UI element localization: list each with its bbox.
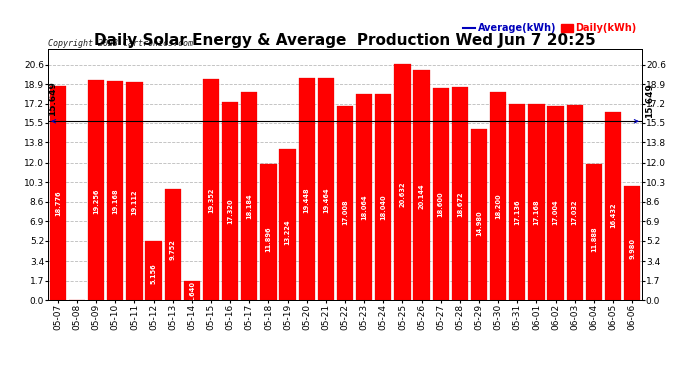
Bar	[146, 241, 161, 300]
Bar	[452, 87, 468, 300]
Text: 19.448: 19.448	[304, 187, 310, 213]
Text: 1.640: 1.640	[189, 281, 195, 302]
Text: 18.184: 18.184	[246, 194, 253, 219]
Legend: Average(kWh), Daily(kWh): Average(kWh), Daily(kWh)	[463, 24, 637, 33]
Text: 18.672: 18.672	[457, 191, 463, 217]
Bar	[471, 129, 487, 300]
Text: 18.600: 18.600	[437, 192, 444, 217]
Bar	[394, 64, 411, 300]
Bar	[509, 104, 525, 300]
Bar	[126, 82, 143, 300]
Bar	[50, 86, 66, 300]
Text: 5.156: 5.156	[150, 263, 157, 284]
Bar	[222, 102, 238, 300]
Bar	[88, 80, 104, 300]
Bar	[107, 81, 124, 300]
Text: 17.136: 17.136	[514, 199, 520, 225]
Text: 19.168: 19.168	[112, 189, 118, 214]
Bar	[184, 281, 200, 300]
Text: 13.224: 13.224	[284, 219, 290, 245]
Text: 9.980: 9.980	[629, 238, 635, 259]
Text: 19.256: 19.256	[93, 188, 99, 214]
Bar	[605, 112, 621, 300]
Bar	[260, 164, 277, 300]
Text: 19.352: 19.352	[208, 188, 214, 213]
Bar	[566, 105, 583, 300]
Text: 11.896: 11.896	[266, 226, 271, 252]
Text: 0.016: 0.016	[74, 275, 80, 296]
Text: 15.649: 15.649	[48, 81, 57, 116]
Bar	[547, 106, 564, 300]
Bar	[337, 106, 353, 300]
Text: 17.168: 17.168	[533, 199, 540, 225]
Bar	[586, 164, 602, 300]
Text: 18.776: 18.776	[55, 191, 61, 216]
Text: 17.032: 17.032	[572, 200, 578, 225]
Bar	[624, 186, 640, 300]
Bar	[356, 94, 373, 300]
Text: 15.649: 15.649	[644, 83, 653, 118]
Text: 19.112: 19.112	[131, 189, 137, 214]
Bar	[529, 104, 544, 300]
Text: 17.320: 17.320	[227, 198, 233, 224]
Bar	[413, 70, 430, 300]
Title: Daily Solar Energy & Average  Production Wed Jun 7 20:25: Daily Solar Energy & Average Production …	[94, 33, 596, 48]
Text: 16.432: 16.432	[610, 203, 616, 228]
Text: 20.144: 20.144	[419, 184, 424, 209]
Text: 14.980: 14.980	[476, 210, 482, 236]
Text: 18.064: 18.064	[361, 194, 367, 220]
Text: 11.888: 11.888	[591, 226, 597, 252]
Bar	[165, 189, 181, 300]
Bar	[279, 149, 296, 300]
Bar	[433, 88, 449, 300]
Bar	[490, 92, 506, 300]
Bar	[299, 78, 315, 300]
Bar	[241, 92, 257, 300]
Bar	[317, 78, 334, 300]
Text: 20.632: 20.632	[400, 181, 406, 207]
Text: 17.004: 17.004	[553, 200, 559, 225]
Text: 17.008: 17.008	[342, 200, 348, 225]
Text: 18.200: 18.200	[495, 194, 501, 219]
Bar	[203, 79, 219, 300]
Bar	[375, 94, 391, 300]
Text: 9.752: 9.752	[170, 240, 176, 260]
Text: 18.040: 18.040	[380, 195, 386, 220]
Text: 19.464: 19.464	[323, 187, 329, 213]
Text: Copyright 2023 Cartronics.com: Copyright 2023 Cartronics.com	[48, 39, 193, 48]
